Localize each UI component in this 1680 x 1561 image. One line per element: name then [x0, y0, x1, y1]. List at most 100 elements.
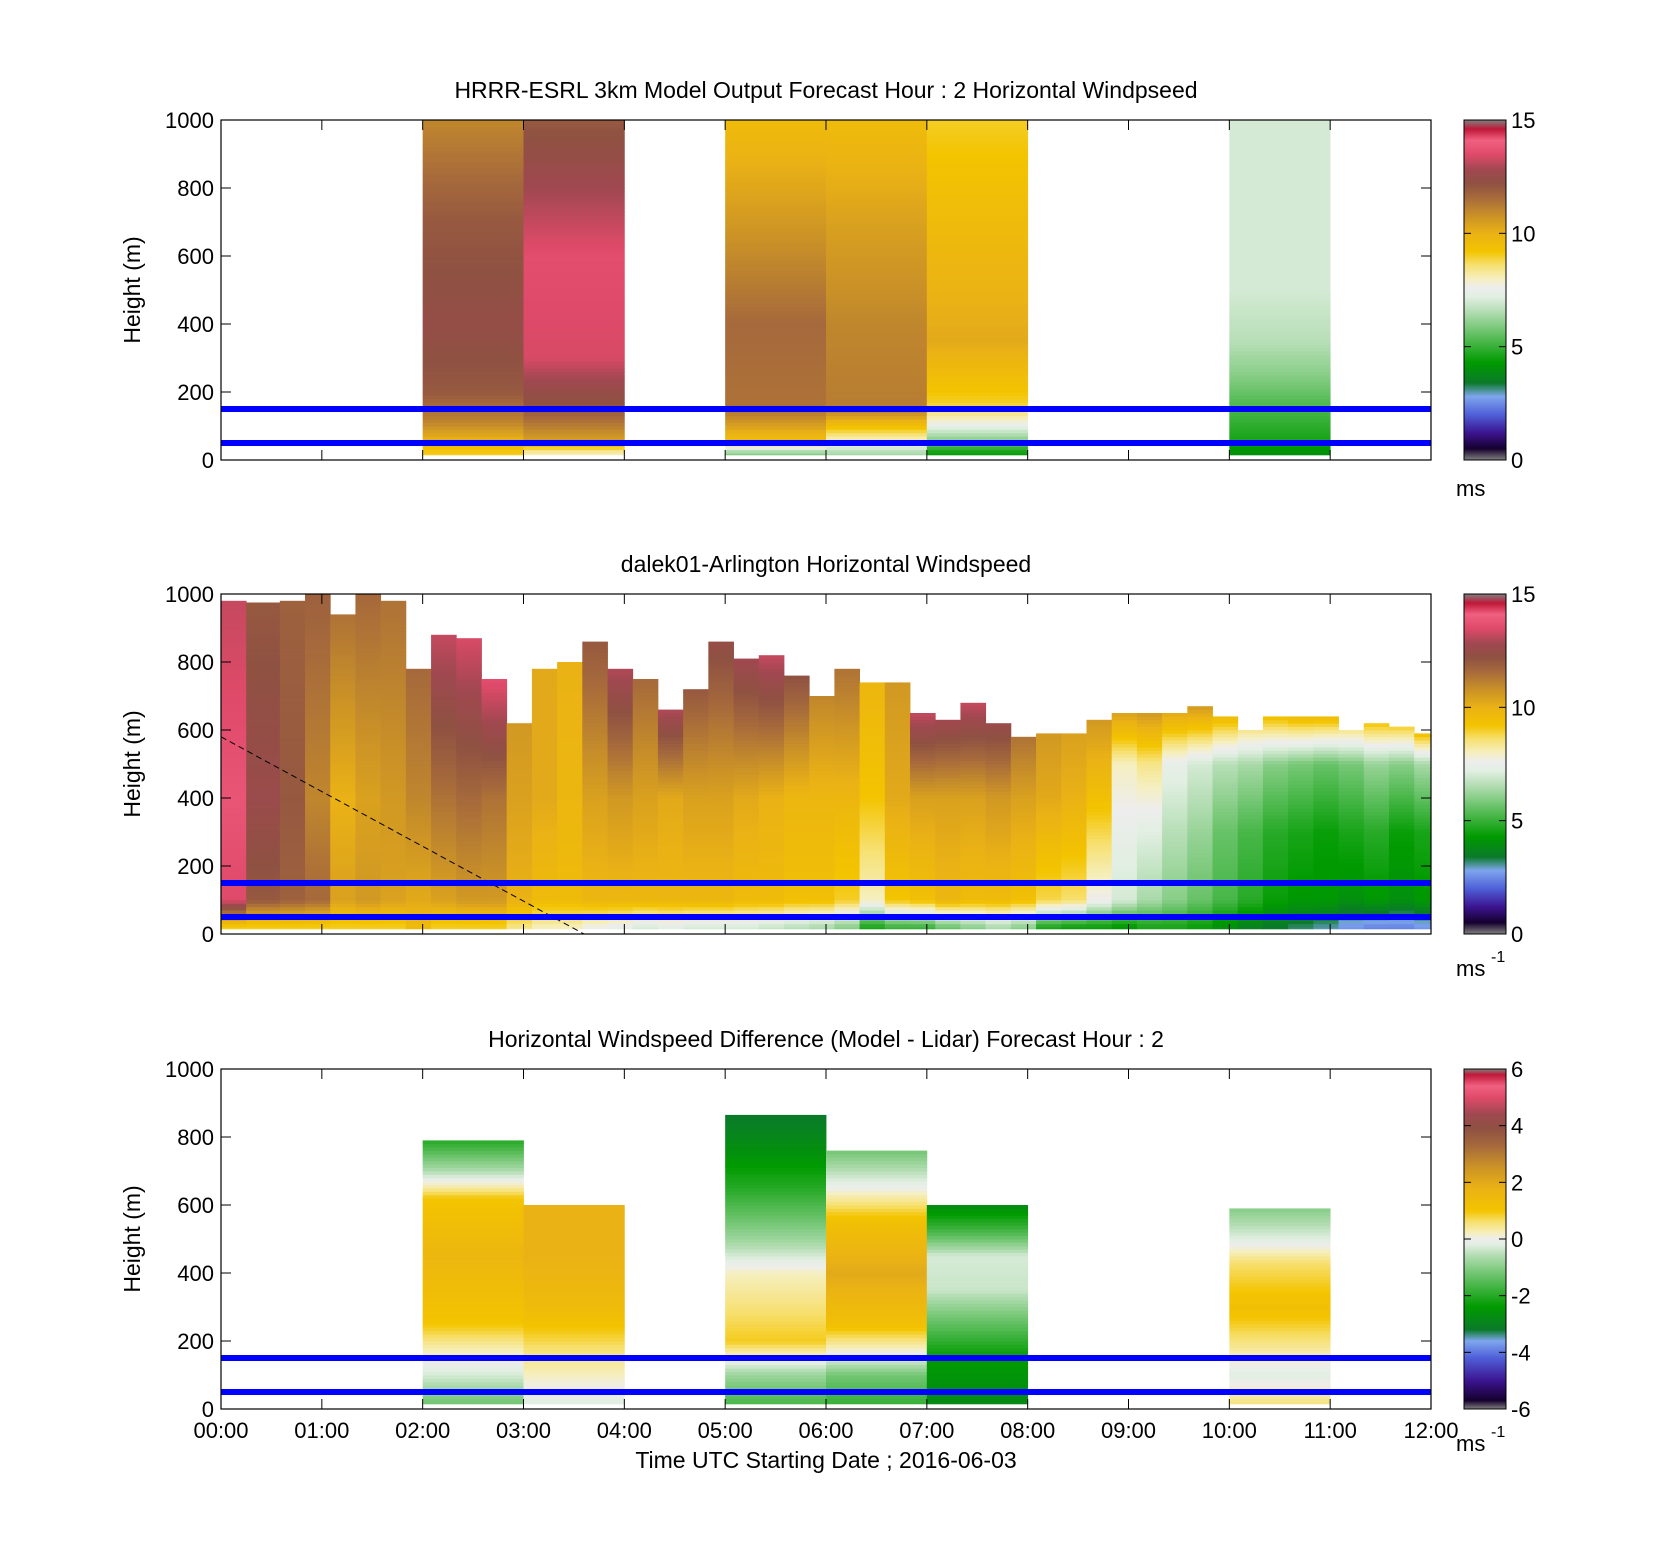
- heatmap-cell: [826, 228, 928, 233]
- heatmap-cell: [1313, 767, 1339, 772]
- heatmap-cell: [431, 767, 457, 772]
- heatmap-cell: [405, 927, 432, 930]
- heatmap-cell: [926, 1378, 1029, 1383]
- heatmap-cell: [935, 808, 961, 812]
- heatmap-cell: [1212, 740, 1239, 744]
- heatmap-cell: [1229, 154, 1331, 158]
- heatmap-cell: [380, 658, 407, 663]
- heatmap-cell: [582, 719, 608, 724]
- heatmap-cell: [531, 774, 558, 778]
- heatmap-cell: [1036, 818, 1062, 823]
- heatmap-cell: [1111, 866, 1138, 870]
- heatmap-cell: [531, 910, 558, 914]
- heatmap-cell: [1036, 777, 1062, 782]
- heatmap-cell: [834, 825, 861, 829]
- heatmap-cell: [926, 429, 1029, 434]
- heatmap-cell: [1136, 821, 1163, 826]
- heatmap-cell: [380, 740, 407, 744]
- heatmap-cell: [985, 832, 1012, 836]
- heatmap-cell: [809, 801, 835, 806]
- heatmap-cell: [884, 774, 911, 778]
- heatmap-cell: [725, 266, 827, 270]
- heatmap-cell: [783, 896, 810, 901]
- heatmap-cell: [1388, 872, 1415, 877]
- heatmap-cell: [380, 886, 407, 891]
- heatmap-cell: [1262, 859, 1289, 863]
- heatmap-cell: [725, 1239, 827, 1243]
- heatmap-cell: [1111, 845, 1138, 850]
- heatmap-cell: [910, 889, 936, 894]
- heatmap-cell: [557, 903, 583, 908]
- heatmap-cell: [305, 696, 331, 700]
- heatmap-cell: [380, 692, 407, 697]
- heatmap-cell: [582, 903, 608, 908]
- colorbar-tick-label: 5: [1511, 809, 1523, 834]
- x-tick-label: 00:00: [193, 1418, 248, 1443]
- heatmap-cell: [683, 689, 709, 693]
- heatmap-cell: [1061, 849, 1087, 853]
- data-column: [221, 600, 247, 930]
- heatmap-cell: [582, 855, 608, 860]
- heatmap-cell: [1388, 821, 1415, 826]
- heatmap-cell: [305, 808, 331, 812]
- heatmap-cell: [1229, 1276, 1331, 1281]
- heatmap-cell: [582, 740, 608, 744]
- heatmap-cell: [523, 177, 625, 182]
- data-column: [657, 709, 684, 930]
- heatmap-cell: [582, 682, 608, 687]
- heatmap-cell: [708, 757, 734, 761]
- heatmap-cell: [632, 906, 659, 911]
- heatmap-cell: [523, 191, 625, 196]
- heatmap-cell: [632, 821, 659, 826]
- heatmap-cell: [826, 388, 928, 393]
- heatmap-cell: [1162, 767, 1188, 772]
- heatmap-cell: [1086, 866, 1113, 870]
- heatmap-cell: [926, 1303, 1029, 1308]
- heatmap-cell: [632, 886, 659, 891]
- heatmap-cell: [380, 923, 407, 928]
- heatmap-cell: [607, 893, 634, 897]
- heatmap-cell: [1363, 753, 1390, 758]
- heatmap-cell: [1288, 872, 1314, 877]
- heatmap-cell: [1363, 876, 1390, 880]
- heatmap-cell: [725, 368, 827, 372]
- heatmap-cell: [221, 719, 247, 724]
- heatmap-cell: [355, 740, 382, 744]
- heatmap-cell: [1229, 191, 1331, 196]
- heatmap-cell: [355, 600, 382, 605]
- heatmap-cell: [733, 784, 760, 789]
- heatmap-cell: [926, 286, 1029, 291]
- heatmap-cell: [1414, 808, 1432, 812]
- heatmap-cell: [1229, 1211, 1331, 1216]
- heatmap-cell: [431, 927, 457, 930]
- heatmap-cell: [725, 1256, 827, 1260]
- heatmap-cell: [1237, 835, 1264, 840]
- heatmap-cell: [834, 842, 861, 846]
- heatmap-cell: [1388, 730, 1415, 734]
- heatmap-cell: [523, 1293, 625, 1298]
- heatmap-cell: [884, 808, 911, 812]
- heatmap-cell: [431, 764, 457, 768]
- heatmap-cell: [960, 842, 987, 846]
- heatmap-cell: [1229, 198, 1331, 202]
- heatmap-cell: [758, 804, 785, 809]
- heatmap-cell: [926, 215, 1029, 219]
- heatmap-cell: [1288, 828, 1314, 833]
- heatmap-cell: [305, 777, 331, 782]
- heatmap-cell: [523, 140, 625, 145]
- heatmap-cell: [1229, 392, 1331, 396]
- heatmap-cell: [884, 927, 911, 930]
- heatmap-cell: [1363, 733, 1390, 738]
- heatmap-cell: [733, 774, 760, 778]
- heatmap-cell: [305, 665, 331, 670]
- heatmap-cell: [884, 767, 911, 772]
- heatmap-cell: [725, 402, 827, 406]
- heatmap-cell: [1229, 307, 1331, 311]
- heatmap-cell: [960, 706, 987, 710]
- heatmap-cell: [506, 767, 533, 772]
- heatmap-cell: [582, 798, 608, 802]
- heatmap-cell: [456, 866, 482, 870]
- heatmap-cell: [1388, 757, 1415, 761]
- heatmap-cell: [330, 893, 356, 897]
- heatmap-cell: [1212, 811, 1239, 816]
